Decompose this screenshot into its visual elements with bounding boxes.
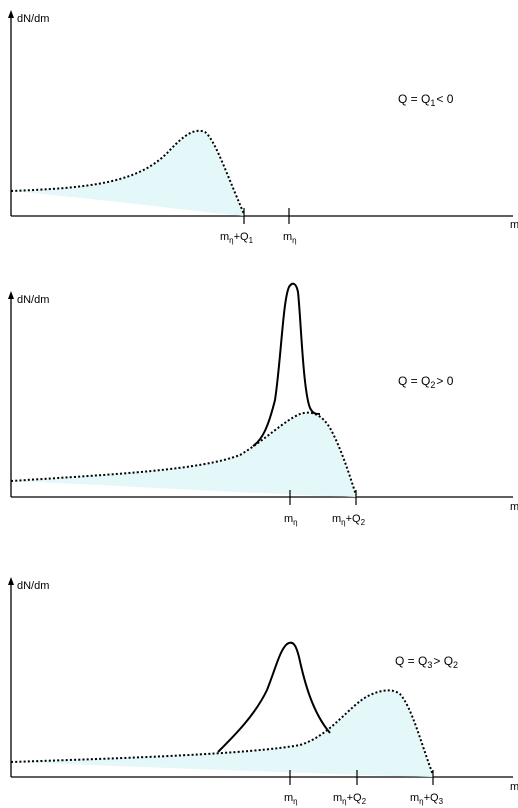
x-axis-label: m	[510, 501, 518, 513]
y-axis-label: dN/dm	[17, 580, 49, 592]
y-axis-arrow	[8, 10, 14, 18]
panel-1: dN/dm m mη+Q1 mη Q = Q1< 0	[8, 10, 518, 245]
tick-label: mη+Q1	[220, 231, 254, 245]
distribution-curve	[10, 129, 245, 215]
distribution-fill	[11, 130, 244, 216]
condition-label: Q = Q3> Q2	[395, 654, 458, 670]
tick-label: mη	[283, 231, 297, 245]
distribution-curve	[10, 411, 357, 496]
tick-label: mη+Q3	[410, 792, 444, 806]
tick-label: mη	[284, 792, 298, 806]
resonance-peak	[252, 282, 321, 447]
resonance-peak	[217, 641, 331, 753]
condition-label: Q = Q2> 0	[398, 374, 454, 390]
tick-label: mη+Q2	[333, 792, 367, 806]
tick-label: mη+Q2	[332, 513, 366, 527]
y-axis-arrow	[8, 291, 14, 299]
distribution-curve	[10, 689, 434, 776]
distribution-fill	[11, 412, 356, 497]
y-axis-arrow	[8, 577, 14, 585]
tick-label: mη	[284, 513, 298, 527]
y-axis-label: dN/dm	[17, 294, 49, 306]
distribution-fill	[11, 690, 433, 777]
condition-label: Q = Q1< 0	[398, 92, 454, 108]
panel-2: dN/dm m mη mη+Q2 Q = Q2> 0	[8, 282, 518, 527]
x-axis-label: m	[510, 219, 518, 231]
x-axis-label: m	[510, 781, 518, 793]
panel-3: dN/dm m mη mη+Q2 mη+Q3 Q = Q3> Q2	[8, 577, 518, 806]
y-axis-label: dN/dm	[17, 13, 49, 25]
